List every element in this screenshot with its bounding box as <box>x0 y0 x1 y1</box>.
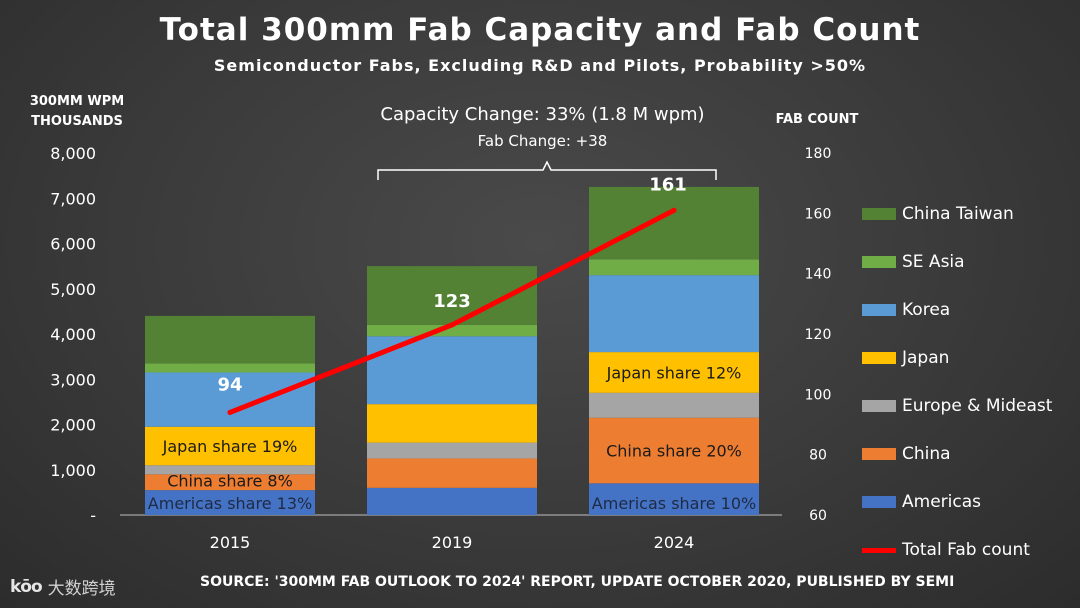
y2-tick-label: 140 <box>805 267 832 283</box>
legend-item-china-taiwan: China Taiwan <box>862 190 1052 238</box>
y-tick-label: 4,000 <box>50 325 96 344</box>
bar-label-americas-2024: Americas share 10% <box>592 494 756 513</box>
y-tick-label: 5,000 <box>50 280 96 299</box>
legend-item-total-fab-count: Total Fab count <box>862 526 1052 574</box>
watermark-logo: kōo <box>10 576 43 597</box>
x-tick-label: 2024 <box>654 533 695 552</box>
y-tick-label: 1,000 <box>50 461 96 480</box>
bar-americas-2019 <box>367 487 537 515</box>
bar-europe-mideast-2019 <box>367 442 537 459</box>
bar-china-2019 <box>367 458 537 488</box>
legend-swatch <box>862 304 896 316</box>
fab-count-point-2015 <box>227 409 233 415</box>
fab-change-annotation: Fab Change: +38 <box>477 132 608 150</box>
bar-europe-mideast-2015 <box>145 465 315 475</box>
legend-swatch <box>862 496 896 508</box>
legend-item-americas: Americas <box>862 478 1052 526</box>
bar-china-taiwan-2015 <box>145 315 315 364</box>
legend-label: Japan <box>902 348 950 368</box>
legend-swatch <box>862 352 896 364</box>
bar-korea-2015 <box>145 372 315 427</box>
legend-label: China Taiwan <box>902 204 1014 224</box>
left-axis-title-line2: THOUSANDS <box>31 114 123 129</box>
y-tick-label: 3,000 <box>50 370 96 389</box>
legend-item-se-asia: SE Asia <box>862 238 1052 286</box>
y2-tick-label: 100 <box>805 387 832 403</box>
legend-label: Europe & Mideast <box>902 396 1053 416</box>
bar-label-japan-2024: Japan share 12% <box>606 363 742 382</box>
watermark-text: 大数跨境 <box>47 579 116 599</box>
bar-americas-2024 <box>589 483 759 515</box>
bar-label-japan-2015: Japan share 19% <box>162 437 298 456</box>
y-tick-label: 2,000 <box>50 416 96 435</box>
chart-title: Total 300mm Fab Capacity and Fab Count <box>159 12 921 48</box>
source-note: SOURCE: '300MM FAB OUTLOOK TO 2024' REPO… <box>200 574 955 590</box>
legend-item-japan: Japan <box>862 334 1052 382</box>
bar-china-2024 <box>589 417 759 484</box>
y2-tick-label: 160 <box>805 206 832 222</box>
legend-swatch <box>862 256 896 268</box>
y2-tick-label: 120 <box>805 327 832 343</box>
legend-label: Americas <box>902 492 981 512</box>
bar-europe-mideast-2024 <box>589 392 759 418</box>
y-tick-label: 7,000 <box>50 189 96 208</box>
y-tick-label: 6,000 <box>50 235 96 254</box>
legend-label: SE Asia <box>902 252 965 272</box>
fab-count-point-2019 <box>449 322 455 328</box>
bar-se-asia-2015 <box>145 363 315 373</box>
bar-americas-2015 <box>145 490 315 515</box>
bar-label-china-2024: China share 20% <box>606 442 742 461</box>
y2-tick-label: 60 <box>809 508 827 524</box>
legend-item-europe-mideast: Europe & Mideast <box>862 382 1052 430</box>
capacity-change-annotation: Capacity Change: 33% (1.8 M wpm) <box>380 104 705 125</box>
y2-tick-label: 180 <box>805 146 832 162</box>
bar-label-americas-2015: Americas share 13% <box>148 494 312 513</box>
watermark: kōo 大数跨境 <box>10 574 116 600</box>
y-tick-label: - <box>90 506 96 525</box>
fab-count-label-2015: 94 <box>217 374 242 395</box>
left-axis-title-line1: 300MM WPM <box>29 94 125 109</box>
y2-tick-label: 80 <box>809 448 827 464</box>
change-bracket <box>377 160 717 180</box>
legend-label: China <box>902 444 951 464</box>
x-tick-label: 2019 <box>432 533 473 552</box>
legend-item-china: China <box>862 430 1052 478</box>
y-tick-label: 8,000 <box>50 144 96 163</box>
chart-subtitle: Semiconductor Fabs, Excluding R&D and Pi… <box>213 56 867 75</box>
legend-label: Total Fab count <box>902 540 1030 560</box>
bar-korea-2024 <box>589 275 759 353</box>
bar-se-asia-2019 <box>367 324 537 337</box>
bar-se-asia-2024 <box>589 259 759 276</box>
bar-china-taiwan-2024 <box>589 186 759 260</box>
fab-count-label-2024: 161 <box>649 174 687 195</box>
bar-japan-2024 <box>589 352 759 393</box>
legend-item-korea: Korea <box>862 286 1052 334</box>
legend-label: Korea <box>902 300 951 320</box>
left-axis-title: 300MM WPM THOUSANDS <box>22 92 132 132</box>
x-tick-label: 2015 <box>210 533 251 552</box>
bar-japan-2019 <box>367 404 537 443</box>
legend-swatch <box>862 400 896 412</box>
bar-japan-2015 <box>145 426 315 466</box>
bar-china-2015 <box>145 474 315 491</box>
bar-label-china-2015: China share 8% <box>167 471 293 490</box>
legend-swatch <box>862 448 896 460</box>
legend-swatch <box>862 208 896 220</box>
legend-swatch <box>862 547 896 553</box>
fab-count-label-2019: 123 <box>433 291 471 312</box>
right-axis-title: FAB COUNT <box>775 112 859 127</box>
fab-count-point-2024 <box>671 207 677 213</box>
chart-legend: China Taiwan SE Asia Korea Japan Europe & Mi… <box>862 190 1052 574</box>
